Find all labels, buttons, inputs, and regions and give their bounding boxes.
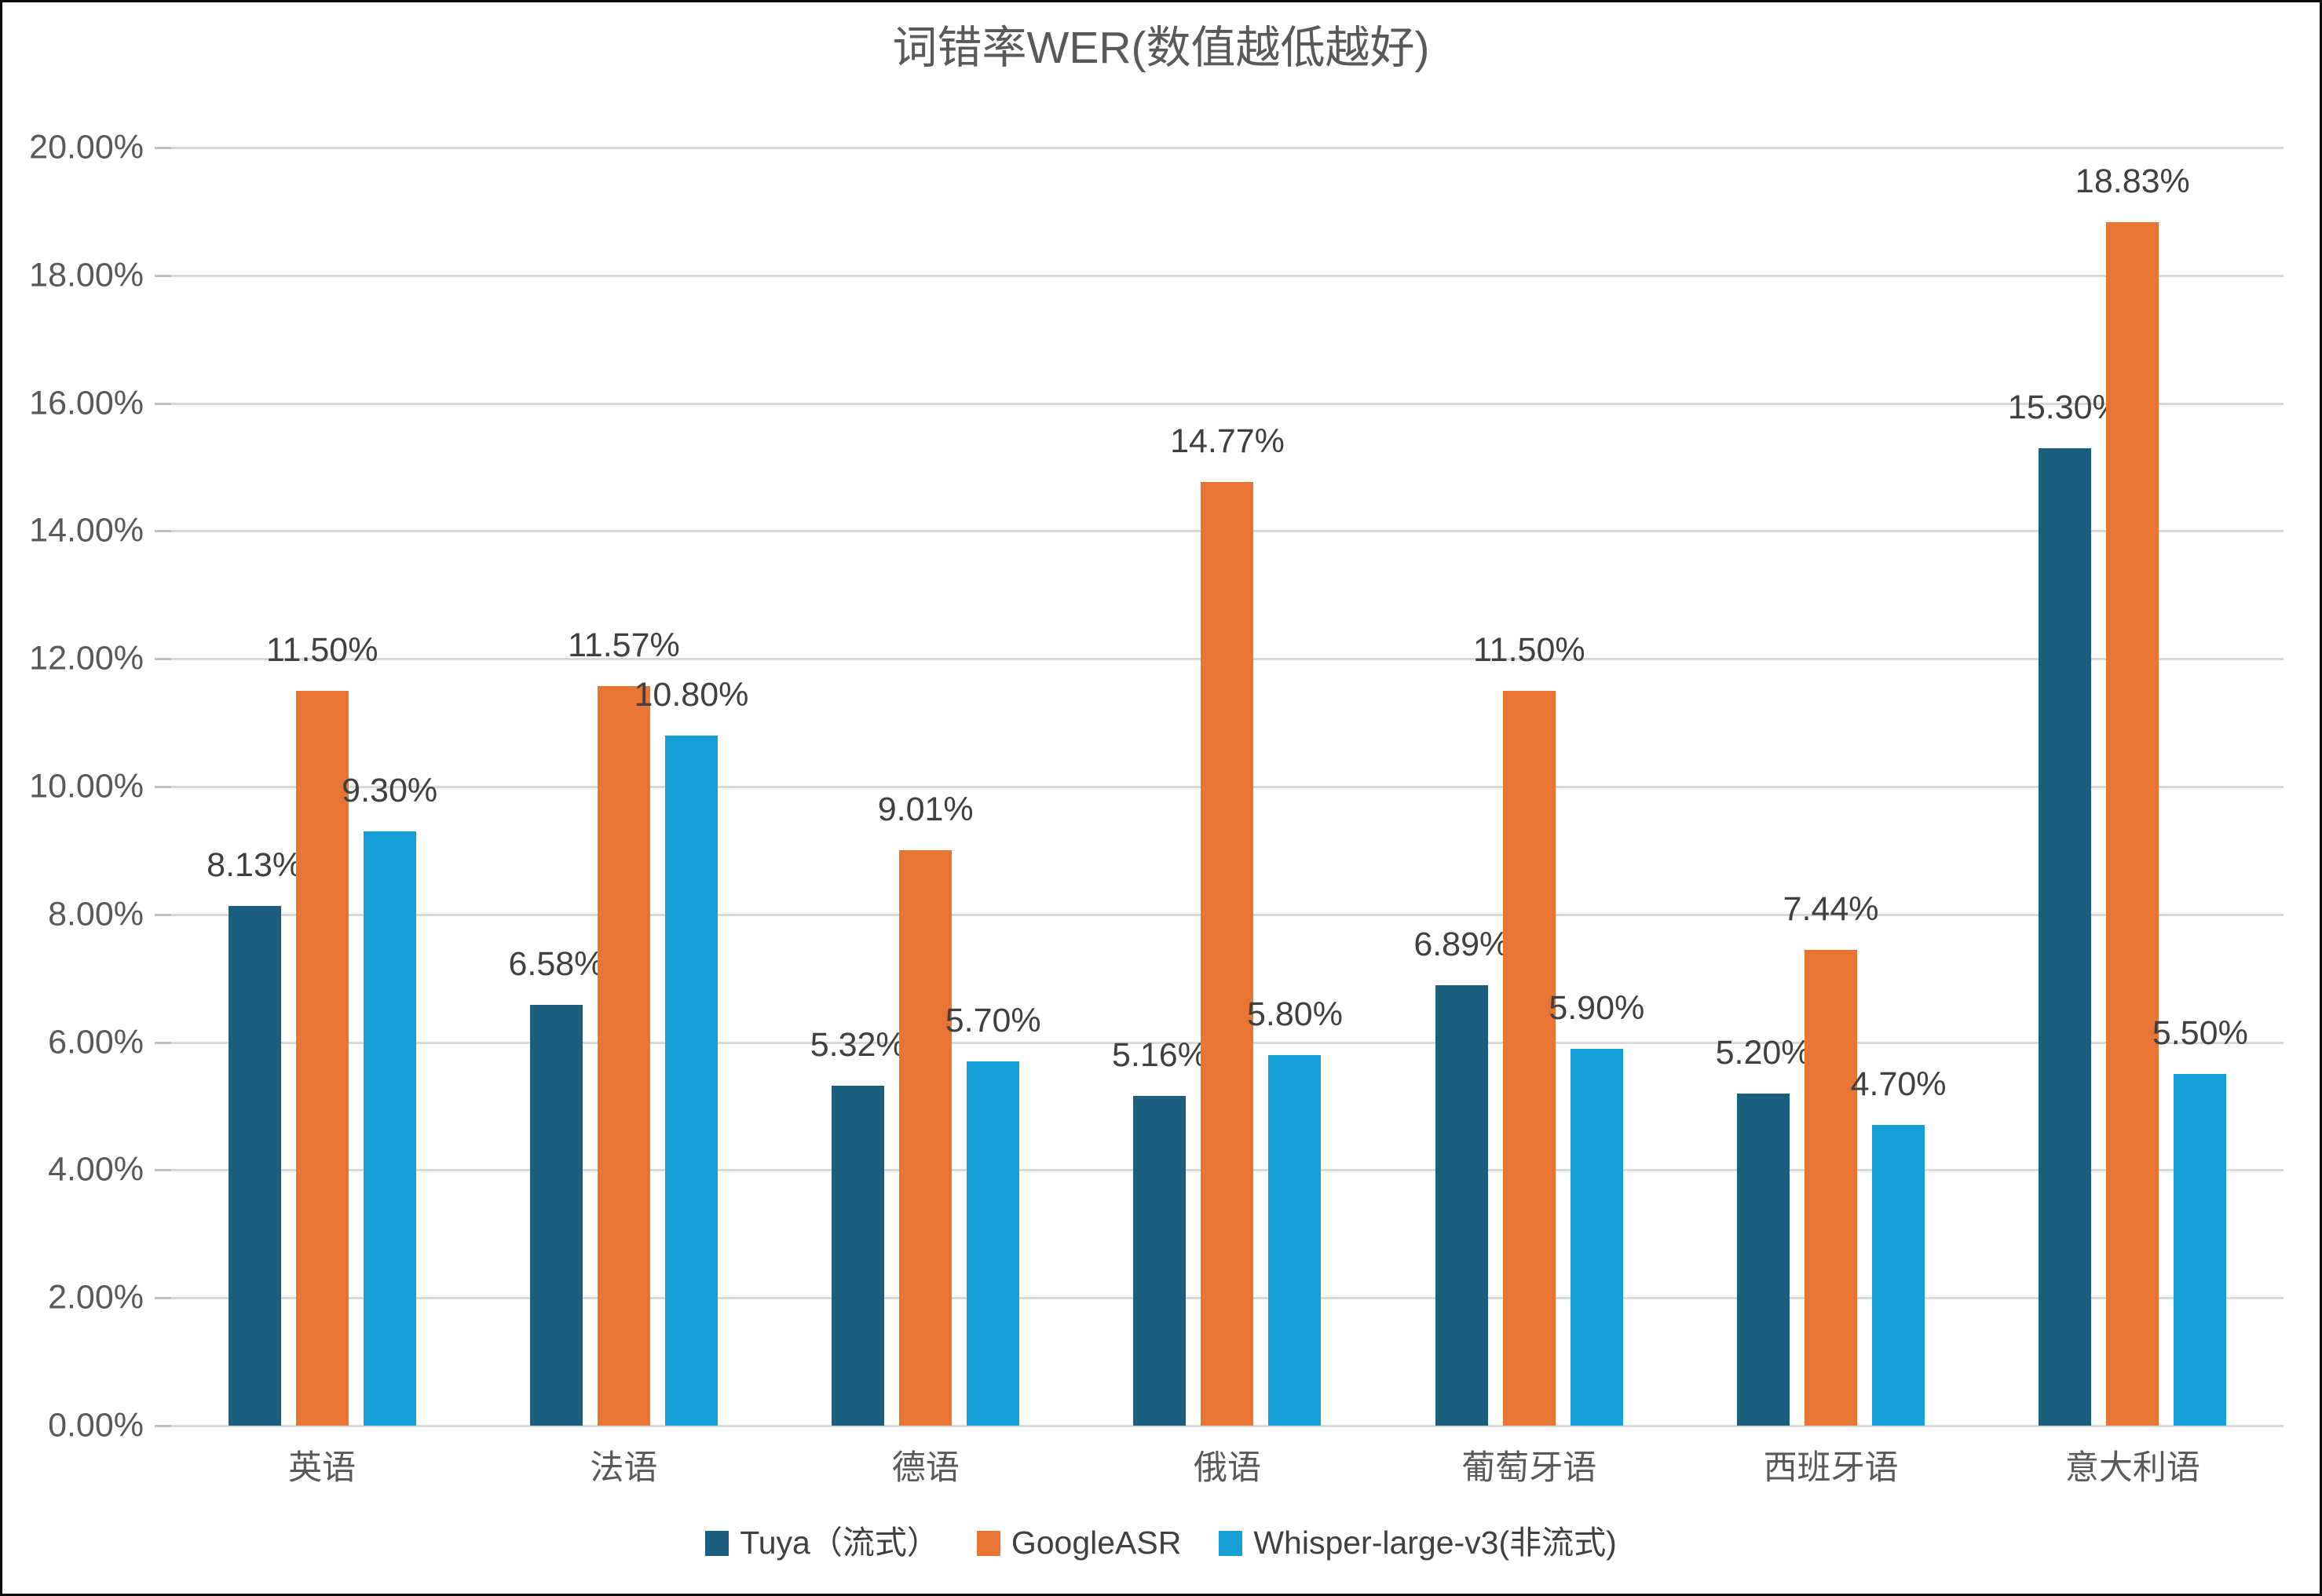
- bar: 5.90%: [1549, 991, 1644, 1426]
- bar: 11.57%: [568, 629, 680, 1426]
- y-tick-mark: [155, 402, 171, 405]
- x-category-label: 意大利语: [2064, 1449, 2200, 1487]
- y-tick-label: 20.00%: [29, 128, 144, 166]
- y-tick-label: 16.00%: [29, 384, 144, 422]
- bar: 5.80%: [1247, 997, 1343, 1426]
- bar-group: 8.13% 11.50% 9.30%: [171, 148, 473, 1426]
- bar: 18.83%: [2075, 165, 2190, 1426]
- bar-value-label: 8.13%: [207, 846, 303, 885]
- bar-group: 5.20% 7.44% 4.70%: [1680, 148, 1981, 1426]
- bar-value-label: 9.01%: [877, 790, 974, 828]
- bar-group: 15.30% 18.83% 5.50%: [1982, 148, 2284, 1426]
- bar: 5.32%: [810, 1028, 906, 1426]
- plot-area: 8.13% 11.50% 9.30% 6.58% 11.57% 10.80% 5.32% 9.…: [171, 147, 2284, 1427]
- bar: 4.70%: [1851, 1068, 1947, 1426]
- y-axis: 20.00% 18.00% 16.00% 14.00% 12.00% 10.00% 8.00…: [2, 130, 144, 1442]
- y-tick-mark: [155, 147, 171, 149]
- y-tick-mark: [155, 1425, 171, 1427]
- bar: 14.77%: [1170, 424, 1285, 1426]
- gridline: [171, 1425, 2284, 1427]
- bar-value-label: 7.44%: [1783, 890, 1879, 929]
- x-category-label: 法语: [590, 1449, 658, 1487]
- legend-swatch: [976, 1530, 1000, 1556]
- y-tick-label: 14.00%: [29, 511, 144, 550]
- y-tick-label: 12.00%: [29, 639, 144, 677]
- x-axis: 英语 法语 德语 俄语 葡萄牙语 西班牙语 意大利语: [171, 1452, 2284, 1499]
- y-tick-mark: [155, 658, 171, 661]
- bar-group: 6.89% 11.50% 5.90%: [1378, 148, 1680, 1426]
- y-tick-mark: [155, 274, 171, 277]
- bar: 5.50%: [2152, 1017, 2248, 1426]
- y-tick-mark: [155, 1041, 171, 1044]
- bar-value-label: 10.80%: [634, 675, 749, 714]
- legend-label: GoogleASR: [1011, 1525, 1182, 1561]
- bar: 5.70%: [945, 1004, 1041, 1426]
- y-tick-label: 2.00%: [48, 1278, 144, 1317]
- bar: 5.20%: [1716, 1035, 1812, 1426]
- bar-value-label: 5.80%: [1247, 995, 1343, 1033]
- bar-value-label: 4.70%: [1850, 1065, 1947, 1104]
- bar: 11.50%: [266, 633, 378, 1426]
- gridline: [171, 274, 2284, 277]
- bar-group: 5.16% 14.77% 5.80%: [1077, 148, 1378, 1426]
- legend-item: GoogleASR: [976, 1525, 1182, 1561]
- y-tick-mark: [155, 786, 171, 788]
- y-tick-label: 8.00%: [48, 895, 144, 933]
- bar: 11.50%: [1473, 633, 1585, 1426]
- legend-swatch: [1219, 1530, 1243, 1556]
- x-category-label: 葡萄牙语: [1461, 1449, 1597, 1487]
- bar-value-label: 5.90%: [1549, 988, 1645, 1027]
- bar-value-label: 6.58%: [508, 945, 605, 984]
- bar-value-label: 5.16%: [1112, 1035, 1208, 1074]
- bar-value-label: 5.70%: [945, 1002, 1041, 1040]
- x-category-label: 德语: [891, 1449, 960, 1487]
- gridline: [171, 147, 2284, 149]
- bar: 8.13%: [207, 849, 302, 1426]
- legend-label: Whisper-large-v3(非流式): [1253, 1525, 1617, 1561]
- bar-value-label: 5.32%: [810, 1025, 906, 1064]
- y-tick-mark: [155, 530, 171, 533]
- bar: 9.30%: [342, 773, 437, 1426]
- bar: 6.58%: [508, 948, 604, 1426]
- bar-value-label: 5.50%: [2152, 1014, 2248, 1053]
- y-tick-mark: [155, 1297, 171, 1300]
- bar: 7.44%: [1783, 893, 1879, 1426]
- bar: 10.80%: [634, 677, 748, 1426]
- y-tick-label: 4.00%: [48, 1150, 144, 1189]
- legend-item: Tuya（流式）: [705, 1527, 939, 1559]
- y-tick-mark: [155, 913, 171, 916]
- x-category-label: 俄语: [1193, 1449, 1261, 1487]
- bar-value-label: 5.20%: [1715, 1033, 1812, 1072]
- y-tick-label: 10.00%: [29, 767, 144, 805]
- bar-value-label: 18.83%: [2075, 163, 2190, 201]
- bar-group: 5.32% 9.01% 5.70%: [775, 148, 1077, 1426]
- bar: 5.16%: [1112, 1038, 1208, 1426]
- bar-value-label: 14.77%: [1170, 422, 1285, 460]
- y-tick-label: 0.00%: [48, 1406, 144, 1444]
- y-tick-mark: [155, 1169, 171, 1172]
- x-category-label: 西班牙语: [1763, 1449, 1899, 1487]
- bar-value-label: 6.89%: [1413, 926, 1510, 964]
- y-axis-ticks: [155, 147, 171, 1427]
- bar: 15.30%: [2008, 390, 2123, 1426]
- legend-label: Tuya（流式）: [740, 1525, 939, 1561]
- bar-value-label: 11.50%: [1472, 630, 1585, 669]
- y-tick-label: 6.00%: [48, 1023, 144, 1061]
- bar-value-label: 11.50%: [265, 630, 378, 669]
- x-category-label: 英语: [288, 1449, 357, 1487]
- chart-title: 词错率WER(数值越低越好): [892, 23, 1430, 73]
- y-tick-label: 18.00%: [29, 256, 144, 294]
- gridline: [171, 402, 2284, 405]
- legend-item: Whisper-large-v3(非流式): [1219, 1525, 1617, 1561]
- bar: 9.01%: [878, 792, 974, 1426]
- bar-value-label: 15.30%: [2007, 388, 2123, 426]
- legend: Tuya（流式） GoogleASR Whisper-large-v3(非流式): [2, 1527, 2320, 1559]
- legend-swatch: [705, 1530, 730, 1556]
- bar: 6.89%: [1413, 928, 1509, 1426]
- bar-value-label: 11.57%: [568, 626, 680, 665]
- bar-value-label: 9.30%: [342, 771, 438, 809]
- bar-group: 6.58% 11.57% 10.80%: [473, 148, 774, 1426]
